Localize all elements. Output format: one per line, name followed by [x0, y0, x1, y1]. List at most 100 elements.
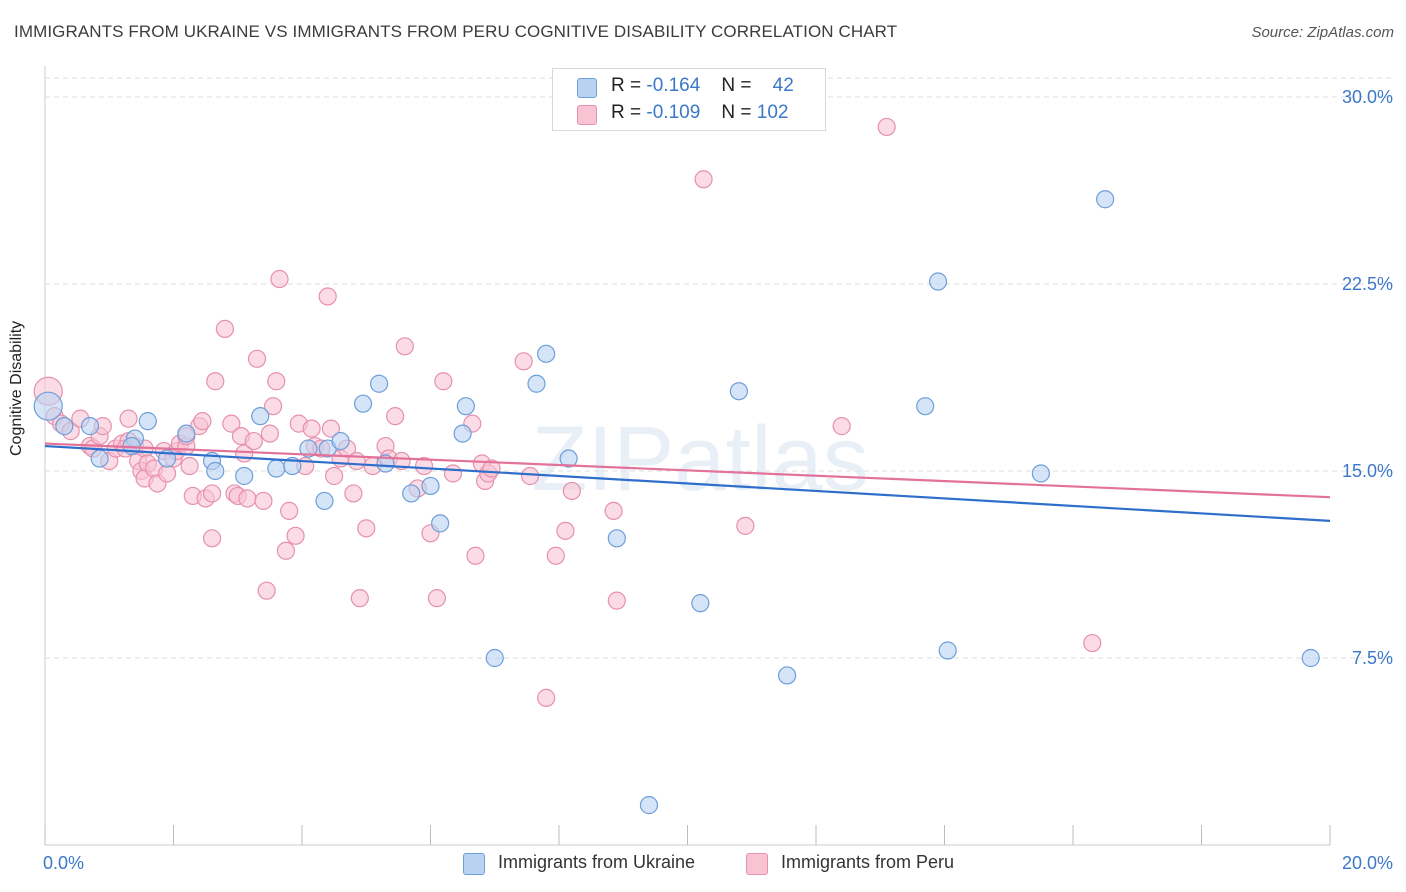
peru-point [260, 424, 279, 443]
ukraine-point [431, 514, 450, 533]
peru-point [546, 546, 565, 565]
ukraine-n-label: N = [721, 75, 752, 96]
peru-point [520, 466, 540, 486]
peru-point [193, 412, 212, 431]
ukraine-legend-label: Immigrants from Ukraine [498, 852, 696, 872]
ukraine-point [55, 417, 74, 436]
peru-point [414, 456, 434, 476]
watermark: ZIPatlas [531, 408, 868, 510]
peru-point [347, 451, 366, 471]
ukraine-point [453, 424, 472, 443]
peru-point [832, 417, 851, 436]
x-tick-label: 0.0% [43, 853, 84, 873]
ukraine-point [177, 424, 196, 443]
ukraine-point [402, 484, 421, 503]
peru-point [386, 407, 405, 426]
peru-point [357, 519, 376, 538]
ukraine-point [729, 382, 749, 401]
peru-point [215, 319, 234, 338]
peru-point [180, 456, 199, 476]
peru-point [263, 397, 283, 416]
ukraine-point [559, 449, 578, 468]
peru-point [318, 287, 337, 306]
peru-point [206, 372, 225, 391]
peru-point [443, 464, 463, 483]
peru-swatch [577, 105, 597, 125]
ukraine-point [90, 449, 109, 468]
source-label: Source: ZipAtlas.com [1251, 24, 1394, 41]
peru-point [276, 541, 296, 560]
trend-layer [44, 442, 1331, 522]
peru-point [222, 414, 241, 433]
ukraine-point [206, 461, 225, 481]
ukraine-point [267, 459, 286, 478]
ukraine-point [777, 666, 797, 685]
ukraine-point [1031, 464, 1050, 483]
peru-point [604, 501, 623, 520]
points-layer [33, 117, 1320, 815]
peru-point [395, 337, 414, 356]
peru-point [270, 269, 289, 289]
peru-trend-line [44, 442, 1331, 499]
peru-point [119, 409, 138, 428]
peru-point [286, 526, 305, 545]
ukraine-point [607, 529, 626, 548]
peru-point [344, 484, 363, 503]
ukraine-n-value: 42 [772, 75, 794, 96]
peru-point [556, 521, 575, 540]
peru-point [514, 352, 533, 371]
peru-legend-swatch [746, 853, 768, 875]
peru-point [257, 581, 276, 600]
ukraine-point [537, 344, 556, 363]
axis-layer [44, 66, 1331, 846]
peru-point [280, 501, 299, 520]
peru-point [325, 466, 344, 486]
peru-point [1083, 633, 1102, 653]
peru-point [562, 481, 581, 501]
chart-title: IMMIGRANTS FROM UKRAINE VS IMMIGRANTS FR… [14, 22, 898, 41]
peru-n-label: N = [721, 102, 752, 123]
ukraine-point [299, 439, 318, 458]
ukraine-point [691, 594, 710, 613]
ukraine-point [138, 412, 157, 431]
ukraine-point [421, 476, 440, 496]
ukraine-point [315, 491, 334, 511]
peru-point [302, 419, 321, 438]
y-axis-label: Cognitive Disability [8, 320, 25, 456]
peru-point [254, 491, 273, 511]
peru-point [607, 591, 626, 610]
ukraine-trend-line [44, 444, 1331, 522]
ukraine-legend-swatch [463, 853, 485, 875]
ukraine-point [916, 397, 935, 416]
ukraine-point [331, 431, 350, 451]
ukraine-r-value: -0.164 [646, 75, 701, 96]
y-tick-label: 22.5% [1342, 274, 1393, 294]
peru-n-value: 102 [756, 102, 789, 123]
peru-point [537, 688, 556, 707]
peru-point [247, 349, 267, 368]
peru-point [321, 419, 341, 438]
peru-point [238, 489, 257, 508]
ukraine-swatch [577, 78, 597, 98]
ukraine-point [235, 466, 254, 486]
peru-r-value: -0.109 [646, 102, 701, 123]
y-tick-label: 30.0% [1342, 87, 1393, 107]
ukraine-point [485, 648, 504, 668]
ukraine-point [376, 454, 395, 473]
ukraine-point [928, 272, 948, 291]
tick-label-layer: 7.5% 15.0% 22.5% 30.0% 0.0% 20.0% [43, 87, 1393, 873]
ukraine-point [456, 397, 475, 416]
peru-point [736, 516, 755, 535]
ukraine-point [370, 374, 389, 393]
peru-point [434, 372, 453, 391]
ukraine-point [33, 391, 63, 421]
correlation-legend: R = -0.164 N = 42 R = -0.109 N = 102 [552, 68, 826, 131]
y-tick-label: 7.5% [1352, 648, 1393, 668]
peru-point [694, 170, 713, 189]
peru-point [350, 589, 369, 608]
ukraine-point [80, 417, 100, 436]
peru-r-label: R = [611, 102, 642, 123]
ukraine-point [251, 407, 270, 426]
ukraine-r-label: R = [611, 75, 642, 96]
